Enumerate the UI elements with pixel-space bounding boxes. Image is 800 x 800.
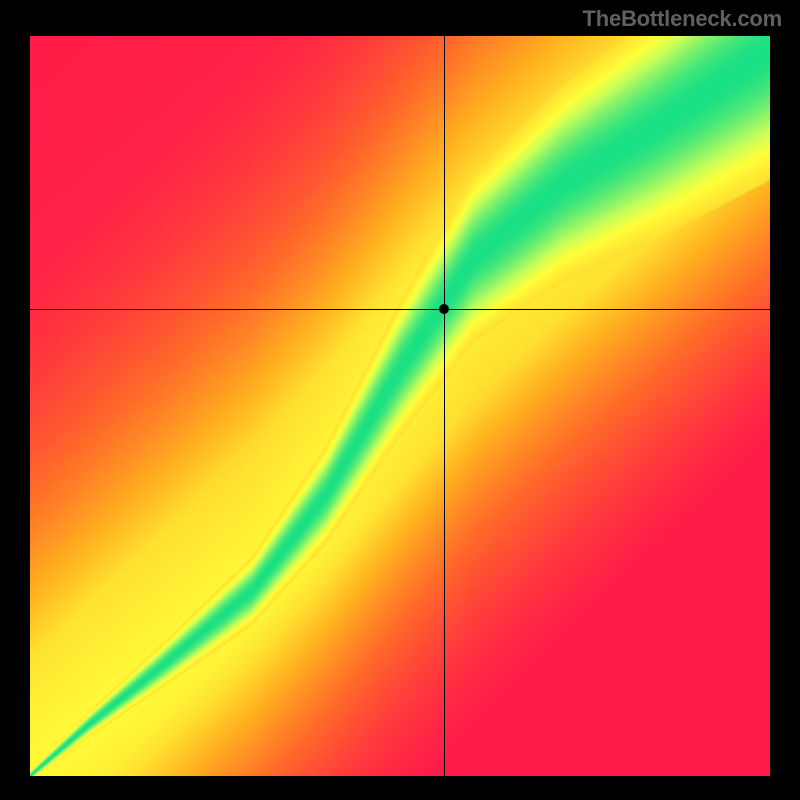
- heatmap-canvas: [30, 36, 770, 776]
- plot-area: [30, 36, 770, 776]
- watermark-text: TheBottleneck.com: [582, 6, 782, 32]
